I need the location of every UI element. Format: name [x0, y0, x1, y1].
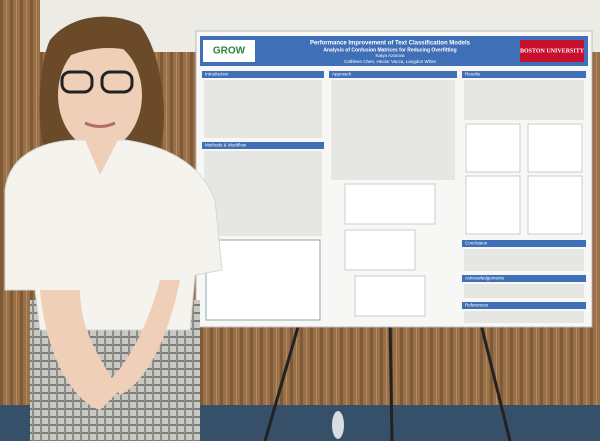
glasses	[100, 70, 134, 94]
arm	[110, 280, 180, 395]
easel-leg	[388, 319, 394, 442]
person	[4, 16, 223, 441]
neck	[85, 140, 118, 175]
figure	[465, 123, 521, 173]
section-header	[329, 71, 457, 78]
bangs	[60, 28, 145, 60]
arm	[40, 290, 120, 410]
section-title: References	[465, 303, 489, 308]
figure	[344, 183, 436, 225]
section-header	[462, 240, 586, 247]
easel-leg	[478, 319, 512, 442]
poster-subtitle: Analysis of Confusion Matrices for Reduc…	[323, 47, 456, 53]
easel-leg	[263, 319, 302, 442]
figure	[354, 275, 426, 317]
logo-box	[520, 40, 584, 62]
shirt	[4, 139, 223, 331]
figure	[344, 229, 416, 271]
poster-author: Katya Azarova	[375, 53, 405, 58]
section-title: Introduction	[205, 72, 229, 77]
section-header	[202, 71, 324, 78]
face	[58, 40, 142, 150]
glasses	[60, 70, 94, 94]
logo-left: GROW	[213, 46, 246, 57]
section-title: Approach	[332, 72, 352, 77]
section-title: Results	[465, 72, 481, 77]
water-bottle	[332, 411, 344, 439]
text-block	[464, 80, 584, 120]
section-header	[462, 302, 586, 309]
poster-title: Performance Improvement of Text Classifi…	[310, 41, 471, 47]
logo-box	[203, 40, 255, 62]
section-header	[462, 71, 586, 78]
workflow-diagram	[205, 239, 321, 321]
section-header	[462, 275, 586, 282]
section-title: Methods & Workflow	[205, 143, 247, 148]
poster: GROW Performance Improvement of Text Cla…	[195, 30, 593, 328]
poster-coauthors: Cathleen Chen, Hector Vacca, Langdon Whi…	[344, 59, 436, 64]
text-block	[331, 80, 455, 180]
section-title: Acknowledgements	[465, 276, 505, 281]
text-block	[464, 311, 584, 323]
figure	[465, 175, 521, 235]
figure	[527, 175, 583, 235]
section-title: Conclusion	[465, 241, 488, 246]
mouth	[84, 121, 116, 128]
text-block	[464, 284, 584, 298]
text-block	[464, 249, 584, 271]
logo-right: BOSTON UNIVERSITY	[520, 48, 585, 54]
figure	[527, 123, 583, 173]
text-block	[204, 151, 322, 236]
text-block	[204, 80, 322, 138]
section-header	[202, 142, 324, 149]
